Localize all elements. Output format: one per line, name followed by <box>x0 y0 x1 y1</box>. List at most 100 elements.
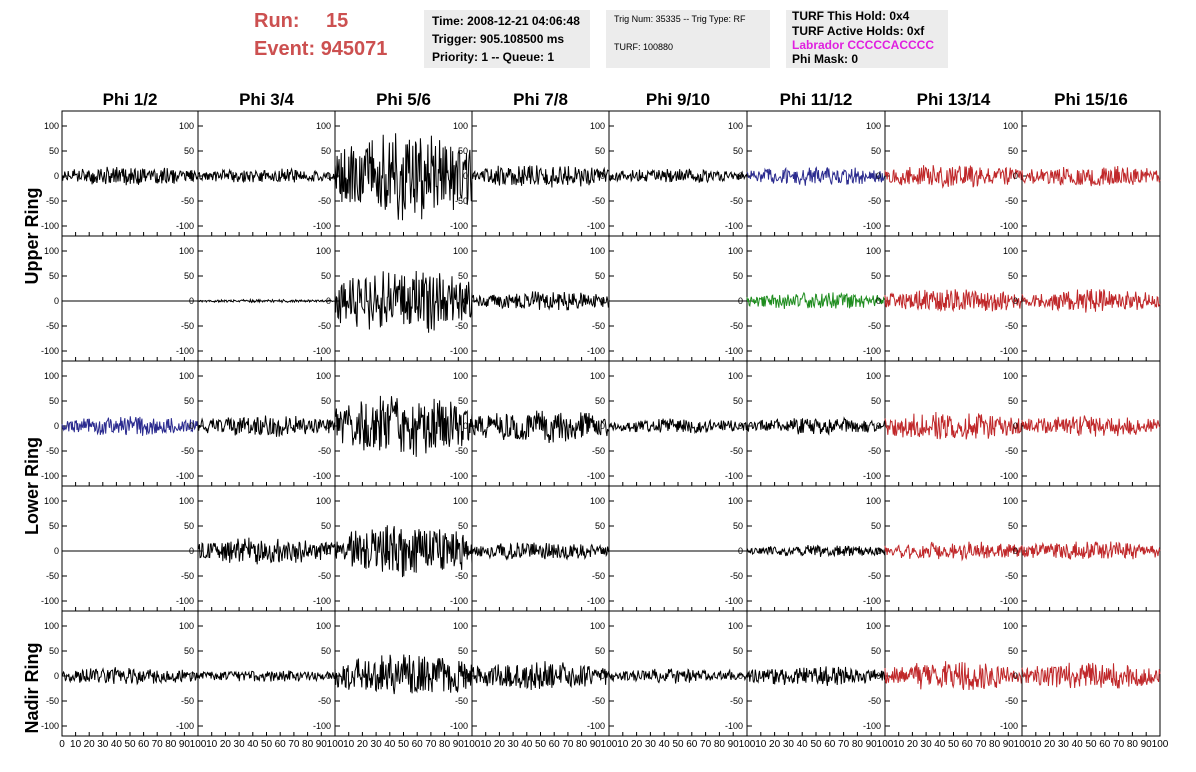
y-tick-label: -100 <box>450 346 468 356</box>
x-tick-label: 100 <box>601 739 618 750</box>
y-tick-label: 0 <box>738 546 743 556</box>
x-tick-label: 80 <box>852 739 864 750</box>
y-tick-label: 0 <box>463 546 468 556</box>
y-tick-label: 50 <box>871 146 881 156</box>
y-tick-label: 50 <box>1008 646 1018 656</box>
y-tick-label: -100 <box>587 221 605 231</box>
y-tick-label: -100 <box>176 721 194 731</box>
y-tick-label: -50 <box>1005 571 1018 581</box>
y-tick-label: -50 <box>46 696 59 706</box>
y-tick-label: -50 <box>181 446 194 456</box>
y-tick-label: 50 <box>458 646 468 656</box>
x-tick-label: 60 <box>1099 739 1111 750</box>
x-tick-label: 80 <box>439 739 451 750</box>
y-tick-label: 50 <box>733 271 743 281</box>
y-tick-label: 50 <box>184 271 194 281</box>
y-tick-label: -100 <box>725 596 743 606</box>
waveform-panel: 100 50 0 -50 -100 <box>450 360 610 487</box>
y-tick-label: 100 <box>590 121 605 131</box>
y-tick-label: 100 <box>728 121 743 131</box>
y-tick-label: -100 <box>863 346 881 356</box>
waveform-line <box>1021 289 1161 313</box>
x-tick-label: 100 <box>1014 739 1031 750</box>
y-tick-label: 50 <box>595 396 605 406</box>
y-tick-label: -50 <box>455 446 468 456</box>
y-tick-label: -50 <box>318 196 331 206</box>
y-tick-label: 50 <box>321 271 331 281</box>
y-tick-label: 100 <box>1003 246 1018 256</box>
x-tick-label: 70 <box>700 739 712 750</box>
y-tick-label: 0 <box>600 671 605 681</box>
x-tick-label: 50 <box>1085 739 1097 750</box>
waveform-panel: 100 50 0 -50 -100 <box>1000 360 1161 487</box>
y-tick-label: 0 <box>189 296 194 306</box>
x-tick-label: 30 <box>1058 739 1070 750</box>
y-tick-label: -50 <box>1005 446 1018 456</box>
x-tick-label: 30 <box>921 739 933 750</box>
y-tick-label: 0 <box>463 171 468 181</box>
x-tick-label: 60 <box>412 739 424 750</box>
x-tick-label: 20 <box>631 739 643 750</box>
waveform-line <box>197 537 336 565</box>
y-tick-label: 100 <box>316 246 331 256</box>
y-tick-label: 100 <box>590 621 605 631</box>
y-tick-label: 100 <box>44 621 59 631</box>
y-tick-label: -50 <box>46 321 59 331</box>
waveform-line <box>471 291 610 311</box>
panel-frame <box>884 235 1023 362</box>
waveform-panel: 100 50 0 -50 -100 <box>863 235 1023 362</box>
waveform-line <box>608 418 748 435</box>
waveform-line <box>471 542 610 561</box>
waveform-panel: 100 50 0 -50 -100 <box>725 610 886 737</box>
x-tick-label: 10 <box>755 739 767 750</box>
y-tick-label: 50 <box>49 146 59 156</box>
y-tick-label: 100 <box>728 621 743 631</box>
y-tick-label: -50 <box>46 571 59 581</box>
event-number: 945071 <box>320 38 388 60</box>
waveform-line <box>471 410 610 444</box>
x-tick-label: 80 <box>714 739 726 750</box>
x-tick-label: 30 <box>783 739 795 750</box>
x-tick-label: 40 <box>1072 739 1084 750</box>
trig-num-text: Trig Num: 35335 -- Trig Type: RF <box>614 14 746 24</box>
y-tick-label: 100 <box>590 371 605 381</box>
y-tick-label: -50 <box>868 321 881 331</box>
waveform-panel: 100 50 0 -50 -100 <box>313 110 473 237</box>
waveform-line <box>334 133 473 221</box>
x-tick-label: 20 <box>907 739 919 750</box>
y-tick-label: -100 <box>587 346 605 356</box>
x-tick-label: 20 <box>769 739 781 750</box>
y-tick-label: 50 <box>1008 271 1018 281</box>
y-tick-label: 50 <box>321 396 331 406</box>
waveform-panel: 100 50 0 -50 -100 <box>41 235 199 362</box>
x-tick-label: 10 <box>206 739 218 750</box>
x-tick-label: 40 <box>384 739 396 750</box>
waveform-line <box>197 297 336 304</box>
waveform-line <box>884 165 1023 189</box>
y-tick-label: 100 <box>866 621 881 631</box>
y-tick-label: -100 <box>1000 721 1018 731</box>
y-tick-label: 50 <box>733 146 743 156</box>
y-tick-label: -100 <box>176 346 194 356</box>
waveform-line <box>471 165 610 188</box>
y-tick-label: 100 <box>179 496 194 506</box>
y-tick-label: 100 <box>44 496 59 506</box>
y-tick-label: 50 <box>49 521 59 531</box>
y-tick-label: -100 <box>450 596 468 606</box>
waveform-panel: 100 50 0 -50 -100 <box>1000 235 1161 362</box>
y-tick-label: 100 <box>44 246 59 256</box>
y-tick-label: 0 <box>876 546 881 556</box>
x-tick-label: 50 <box>948 739 960 750</box>
x-tick-label: 40 <box>797 739 809 750</box>
y-tick-label: 100 <box>728 246 743 256</box>
y-tick-label: -50 <box>730 196 743 206</box>
x-tick-label: 90 <box>728 739 740 750</box>
waveform-panel: 100 50 0 -50 -100 <box>450 485 610 612</box>
y-tick-label: -100 <box>176 596 194 606</box>
y-tick-label: 100 <box>179 371 194 381</box>
waveform-line <box>1021 541 1161 560</box>
x-tick-label: 90 <box>866 739 878 750</box>
waveform-panel: 100 50 0 -50 -100 <box>863 610 1023 737</box>
y-tick-label: 0 <box>738 671 743 681</box>
